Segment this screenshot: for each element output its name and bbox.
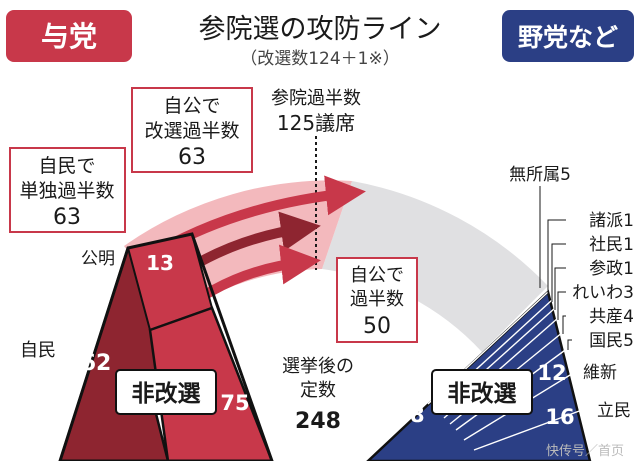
opposition-badge-bg <box>502 10 634 62</box>
independent-label: 無所属5 <box>509 165 571 185</box>
opposition-badge-label: 野党など <box>518 23 618 52</box>
upper-house-majority-value: 125議席 <box>277 111 355 135</box>
simple-majority-box <box>336 257 418 343</box>
party-label: 共産4 <box>589 307 634 327</box>
diagram-subtitle: （改選数124＋1※） <box>240 49 400 69</box>
ishin-seats: 12 <box>537 361 566 385</box>
total-after-line1: 選挙後の <box>282 356 354 377</box>
ldp-majority-line1: 自民で <box>38 155 95 177</box>
komeito-label: 公明 <box>81 249 115 269</box>
cdp-seats: 16 <box>545 405 574 429</box>
ruling-badge-label: 与党 <box>41 20 97 53</box>
ldp-seats: 62 <box>81 351 112 376</box>
cdp-label: 立民 <box>597 401 631 421</box>
ldp-label: 自民 <box>20 340 56 361</box>
coalition-majority-line1: 自公で <box>163 95 220 117</box>
coalition-majority-line2: 改選過半数 <box>144 120 239 142</box>
small-party-leaders <box>547 219 572 350</box>
watermark: 快传号／首页 <box>546 444 624 459</box>
simple-majority-line1: 自公で <box>350 265 404 286</box>
small-party-labels: 諸派1 社民1 参政1 れいわ3 共産4 国民5 <box>572 211 634 351</box>
ruling-non-contested-box <box>115 369 217 415</box>
ishin-label: 維新 <box>583 363 617 383</box>
ldp-majority-value: 63 <box>53 205 81 230</box>
contested-band-gray <box>322 181 548 352</box>
ruling-non-contested-seats: 75 <box>220 391 249 415</box>
ruling-outline <box>58 232 274 461</box>
total-after-value: 248 <box>295 409 341 434</box>
coalition-majority-value: 63 <box>178 145 206 170</box>
party-label: 社民1 <box>589 235 634 255</box>
total-after-line2: 定数 <box>300 380 336 401</box>
upper-house-majority-line1: 参院過半数 <box>271 88 361 109</box>
party-label: 国民5 <box>589 331 634 351</box>
party-label: 諸派1 <box>589 211 634 231</box>
simple-majority-line2: 過半数 <box>350 289 404 310</box>
komeito-seats: 13 <box>146 251 174 275</box>
opposition-non-contested-label: 非改選 <box>448 381 517 407</box>
opposition-non-contested-box <box>431 369 533 415</box>
party-label: れいわ3 <box>572 283 634 303</box>
simple-majority-value: 50 <box>363 314 391 339</box>
ruling-badge-bg <box>6 10 132 62</box>
party-label: 参政1 <box>589 259 634 279</box>
coalition-majority-box <box>131 87 253 173</box>
ldp-majority-box <box>9 147 126 233</box>
opposition-non-contested-seats: 48 <box>395 403 424 427</box>
diagram-title: 参院選の攻防ライン <box>199 14 442 45</box>
ruling-non-contested-label: 非改選 <box>132 381 201 407</box>
ldp-majority-line2: 単独過半数 <box>19 180 114 202</box>
